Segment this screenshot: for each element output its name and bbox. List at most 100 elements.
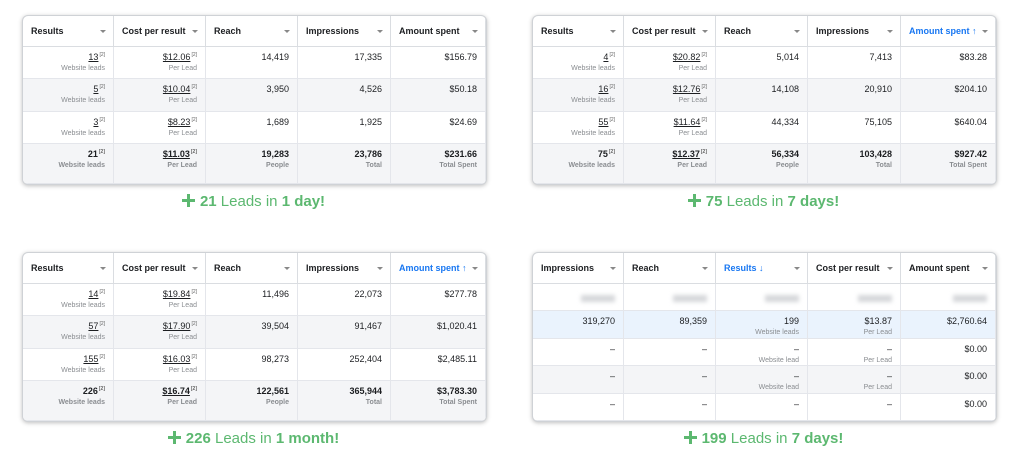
cell: 16[2] Website leads — [533, 79, 624, 111]
cell-value: 252,404 — [349, 353, 382, 364]
cell-value[interactable]: $19.84 — [162, 289, 191, 299]
cell-value[interactable]: $12.76 — [672, 84, 701, 95]
cell-value: 39,504 — [261, 321, 289, 332]
column-header[interactable]: Results — [533, 16, 624, 46]
cell-value[interactable]: 13 — [88, 52, 99, 62]
cell-sublabel: Website leads — [61, 129, 105, 137]
blur — [953, 295, 987, 302]
cell-value: $13.87 — [864, 316, 892, 327]
footnote: [2] — [701, 116, 707, 123]
cell-sublabel: Website leads — [571, 97, 615, 105]
cell-value[interactable]: 5 — [93, 84, 99, 95]
cell-value[interactable]: $11.64 — [673, 116, 701, 127]
ads-table: Impressions Reach Results ↓ Cost per result… — [532, 252, 997, 422]
cell-value[interactable]: $8.23 — [167, 116, 191, 127]
column-header[interactable]: Results ↓ — [716, 253, 808, 283]
cell: $12.37[2] Per Lead — [624, 143, 716, 184]
column-header[interactable]: Cost per result — [114, 16, 206, 46]
cell-value: – — [701, 343, 707, 354]
cell: 89,359 — [624, 311, 716, 338]
data-row: 57[2] Website leads $17.90[2] Per Lead 39,50… — [23, 316, 486, 349]
cell-value: – — [609, 343, 615, 354]
column-header[interactable]: Amount spent — [901, 253, 996, 283]
cell-value[interactable]: $11.03 — [162, 148, 190, 159]
cell-sublabel: Total Spent — [439, 398, 477, 406]
cell-value: $640.04 — [954, 116, 987, 127]
column-header[interactable]: Impressions — [808, 16, 901, 46]
cell-value[interactable]: 4 — [603, 52, 609, 62]
cell-value: 19,283 — [261, 148, 289, 159]
result-caption: 75 Leads in 7 days! — [532, 193, 995, 210]
cell-value: 4,526 — [359, 84, 382, 95]
cell-value[interactable]: $17.90 — [162, 321, 191, 332]
cell: $17.90[2] Per Lead — [114, 316, 206, 348]
cell-sublabel: Total — [365, 161, 382, 169]
cell-value: – — [793, 398, 799, 409]
cell-value[interactable]: $16.74 — [162, 385, 190, 396]
cell: 5[2] Website leads — [23, 79, 114, 111]
cell-value[interactable]: 14 — [88, 289, 99, 299]
column-header[interactable]: Reach — [206, 253, 298, 283]
column-header[interactable]: Reach — [624, 253, 716, 283]
cell-value[interactable]: 57 — [88, 321, 99, 332]
cell-value: $2,760.64 — [946, 316, 987, 327]
footnote: [2] — [98, 385, 105, 392]
cell-value[interactable]: 55 — [598, 116, 609, 127]
cell-value: $50.18 — [449, 84, 477, 95]
cell: 17,335 — [298, 47, 391, 79]
data-row: 5[2] Website leads $10.04[2] Per Lead 3,950 4… — [23, 79, 486, 112]
cell: $277.78 — [391, 284, 486, 316]
column-header[interactable]: Amount spent — [391, 16, 486, 46]
plus-icon — [181, 194, 195, 207]
data-row: 3[2] Website leads $8.23[2] Per Lead 1,689 1,… — [23, 111, 486, 144]
column-header[interactable]: Cost per result — [624, 16, 716, 46]
cell: 319,270 — [533, 311, 624, 338]
cell: 4[2] Website leads — [533, 47, 624, 79]
cell: 3[2] Website leads — [23, 111, 114, 143]
cell: 20,910 — [808, 79, 901, 111]
data-row: – – – – $0.00 — [533, 393, 996, 421]
cell-value[interactable]: 155 — [83, 353, 99, 364]
column-header[interactable]: Impressions — [298, 253, 391, 283]
header-row: Results Cost per result Reach Impressions Am… — [23, 253, 486, 284]
column-header[interactable]: Reach — [206, 16, 298, 46]
cell: 44,334 — [716, 111, 808, 143]
footnote: [2] — [609, 52, 615, 58]
cell: 13[2] Website leads — [23, 47, 114, 79]
column-header[interactable]: Amount spent ↑ — [901, 16, 996, 46]
column-header[interactable]: Impressions — [533, 253, 624, 283]
blur — [765, 295, 799, 302]
cell-value: 14,108 — [771, 84, 799, 95]
cell: 55[2] Website leads — [533, 111, 624, 143]
cell-value: $3,783.30 — [436, 385, 477, 396]
column-header[interactable]: Amount spent ↑ — [391, 253, 486, 283]
cell-value: 7,413 — [869, 52, 892, 62]
cell-value[interactable]: 3 — [93, 116, 99, 127]
cell-value[interactable]: $20.82 — [672, 52, 701, 62]
cell: – Website lead — [716, 338, 808, 366]
cell-value[interactable]: $10.04 — [162, 84, 191, 95]
column-header[interactable]: Cost per result — [808, 253, 901, 283]
cell-value[interactable]: $12.06 — [162, 52, 191, 62]
column-header[interactable]: Impressions — [298, 16, 391, 46]
cell-value[interactable]: 16 — [598, 84, 609, 95]
column-header[interactable]: Results — [23, 253, 114, 283]
cell-value: $0.00 — [964, 343, 987, 354]
cell-value[interactable]: $16.03 — [162, 353, 191, 364]
caption-text: Leads in — [214, 430, 272, 447]
footnote: [2] — [99, 353, 105, 360]
column-header[interactable]: Cost per result — [114, 253, 206, 283]
column-header[interactable]: Results — [23, 16, 114, 46]
cell-sublabel: Website leads — [61, 334, 105, 342]
cell-sublabel: Website leads — [755, 329, 799, 337]
footnote: [2] — [608, 148, 615, 155]
blur — [673, 295, 707, 302]
cell-value: $83.28 — [959, 52, 987, 62]
data-row: 13[2] Website leads $12.06[2] Per Lead 14,41… — [23, 47, 486, 80]
cell-value[interactable]: $12.37 — [672, 148, 700, 159]
column-header[interactable]: Reach — [716, 16, 808, 46]
cell-value: $24.69 — [449, 116, 477, 127]
header-row: Results Cost per result Reach Impressions Am… — [23, 16, 486, 47]
total-row: 21[2] Website leads $11.03[2] Per Lead 19,28… — [23, 143, 486, 184]
cell: 14,108 — [716, 79, 808, 111]
